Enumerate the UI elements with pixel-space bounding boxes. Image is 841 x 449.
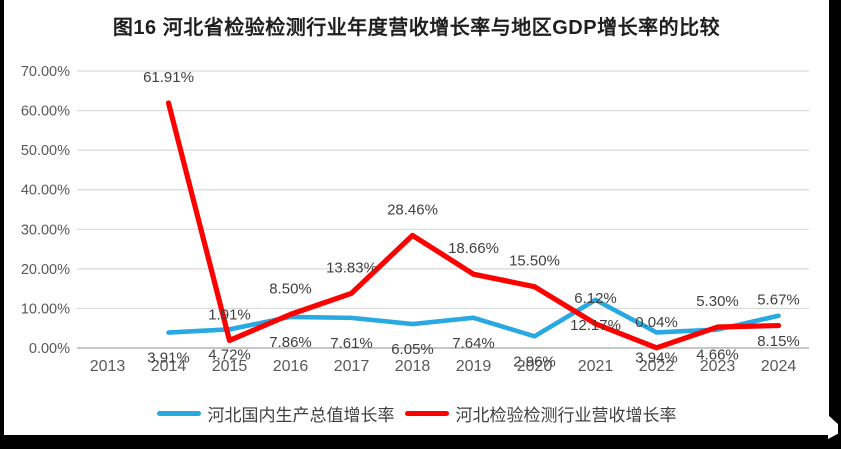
page-corner-artifact [828,415,838,439]
data-label: 6.05% [391,341,434,358]
x-tick-label: 2014 [151,358,187,375]
series-line-1 [165,100,782,351]
legend-label-industry-revenue-growth: 河北检验检测行业营收增长率 [455,406,677,425]
series-line-0 [166,297,781,339]
x-tick-label: 2018 [395,358,431,375]
data-label: 8.15% [757,333,800,350]
data-label: 8.50% [269,280,312,297]
x-tick-label: 2023 [700,358,736,375]
y-tick-label: 70.00% [21,64,70,80]
data-label: 1.91% [208,306,251,323]
legend-swatch-revenue-line [404,411,449,416]
x-tick-label: 2021 [578,358,614,375]
x-tick-label: 2016 [273,358,309,375]
data-label: 5.67% [757,292,800,309]
data-label: 18.66% [448,240,499,257]
x-tick-label: 2020 [517,358,553,375]
x-tick-label: 2022 [639,358,675,375]
data-label: 5.30% [696,293,739,310]
x-tick-label: 2019 [456,358,492,375]
data-label: 6.12% [574,290,617,307]
data-label: 28.46% [387,201,438,218]
y-tick-label: 50.00% [21,143,70,159]
data-label: 7.61% [330,335,373,352]
data-label: 3.94% [635,349,678,366]
data-label: 15.50% [509,253,560,270]
x-tick-label: 2017 [334,358,370,375]
data-label: 12.17% [570,317,621,334]
data-label: 2.96% [513,353,556,370]
chart-title: 图16 河北省检验检测行业年度营收增长率与地区GDP增长率的比较 [112,17,721,39]
data-label: 7.86% [269,334,312,351]
y-tick-label: 60.00% [21,104,70,120]
x-tick-label: 2013 [90,358,126,375]
data-label: 7.64% [452,335,495,352]
data-label: 4.66% [696,347,739,364]
data-label: 3.91% [147,350,190,367]
plot-area: 0.00% 10.00% 20.00% 30.00% 40.00% 50.00% 60.00… [21,64,809,375]
x-tick-label: 2024 [761,358,797,375]
y-tick-label: 40.00% [21,183,70,199]
y-tick-label: 30.00% [21,222,70,238]
legend-swatch-gdp-line [156,411,201,416]
data-label: 0.04% [635,314,678,331]
legend-item-industry-revenue-growth: 河北检验检测行业营收增长率 [404,401,677,426]
y-tick-label: 20.00% [21,262,70,278]
y-tick-label: 10.00% [21,301,70,317]
data-label: 61.91% [143,69,194,86]
x-tick-label: 2015 [212,358,248,375]
data-label: 4.72% [208,346,251,363]
legend-label-gdp-growth: 河北国内生产总值增长率 [207,406,395,425]
chart-panel: 0.00% 10.00% 20.00% 30.00% 40.00% 50.00% 60.00… [4,0,829,435]
data-label: 13.83% [326,259,377,276]
y-tick-label: 0.00% [29,341,70,357]
legend-item-gdp-growth: 河北国内生产总值增长率 [156,401,395,426]
legend: 河北国内生产总值增长率 河北检验检测行业营收增长率 [4,401,829,426]
